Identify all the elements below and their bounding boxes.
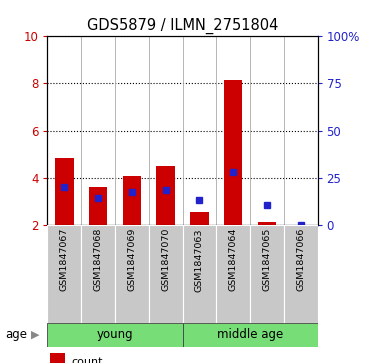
Text: GSM1847065: GSM1847065: [262, 228, 272, 291]
Text: GSM1847069: GSM1847069: [127, 228, 137, 291]
Bar: [89, 187, 107, 225]
Bar: [216, 225, 250, 323]
Bar: [190, 212, 209, 225]
Text: GSM1847064: GSM1847064: [228, 228, 238, 291]
Bar: [224, 80, 242, 225]
Text: GSM1847070: GSM1847070: [161, 228, 170, 291]
Bar: [55, 158, 74, 225]
Bar: [81, 225, 115, 323]
Bar: [182, 323, 318, 347]
Text: GSM1847063: GSM1847063: [195, 228, 204, 291]
Title: GDS5879 / ILMN_2751804: GDS5879 / ILMN_2751804: [87, 17, 278, 33]
Bar: [149, 225, 182, 323]
Text: GSM1847067: GSM1847067: [60, 228, 69, 291]
Bar: [123, 176, 141, 225]
Text: ▶: ▶: [31, 330, 39, 340]
Bar: [50, 353, 65, 363]
Text: young: young: [97, 329, 133, 341]
Text: count: count: [72, 356, 103, 363]
Text: GSM1847066: GSM1847066: [296, 228, 305, 291]
Bar: [47, 225, 81, 323]
Bar: [250, 225, 284, 323]
Bar: [258, 221, 276, 225]
Text: GSM1847068: GSM1847068: [93, 228, 103, 291]
Bar: [182, 225, 216, 323]
Bar: [47, 323, 182, 347]
Text: age: age: [5, 329, 27, 341]
Text: middle age: middle age: [217, 329, 283, 341]
Bar: [284, 225, 318, 323]
Bar: [156, 166, 175, 225]
Bar: [115, 225, 149, 323]
